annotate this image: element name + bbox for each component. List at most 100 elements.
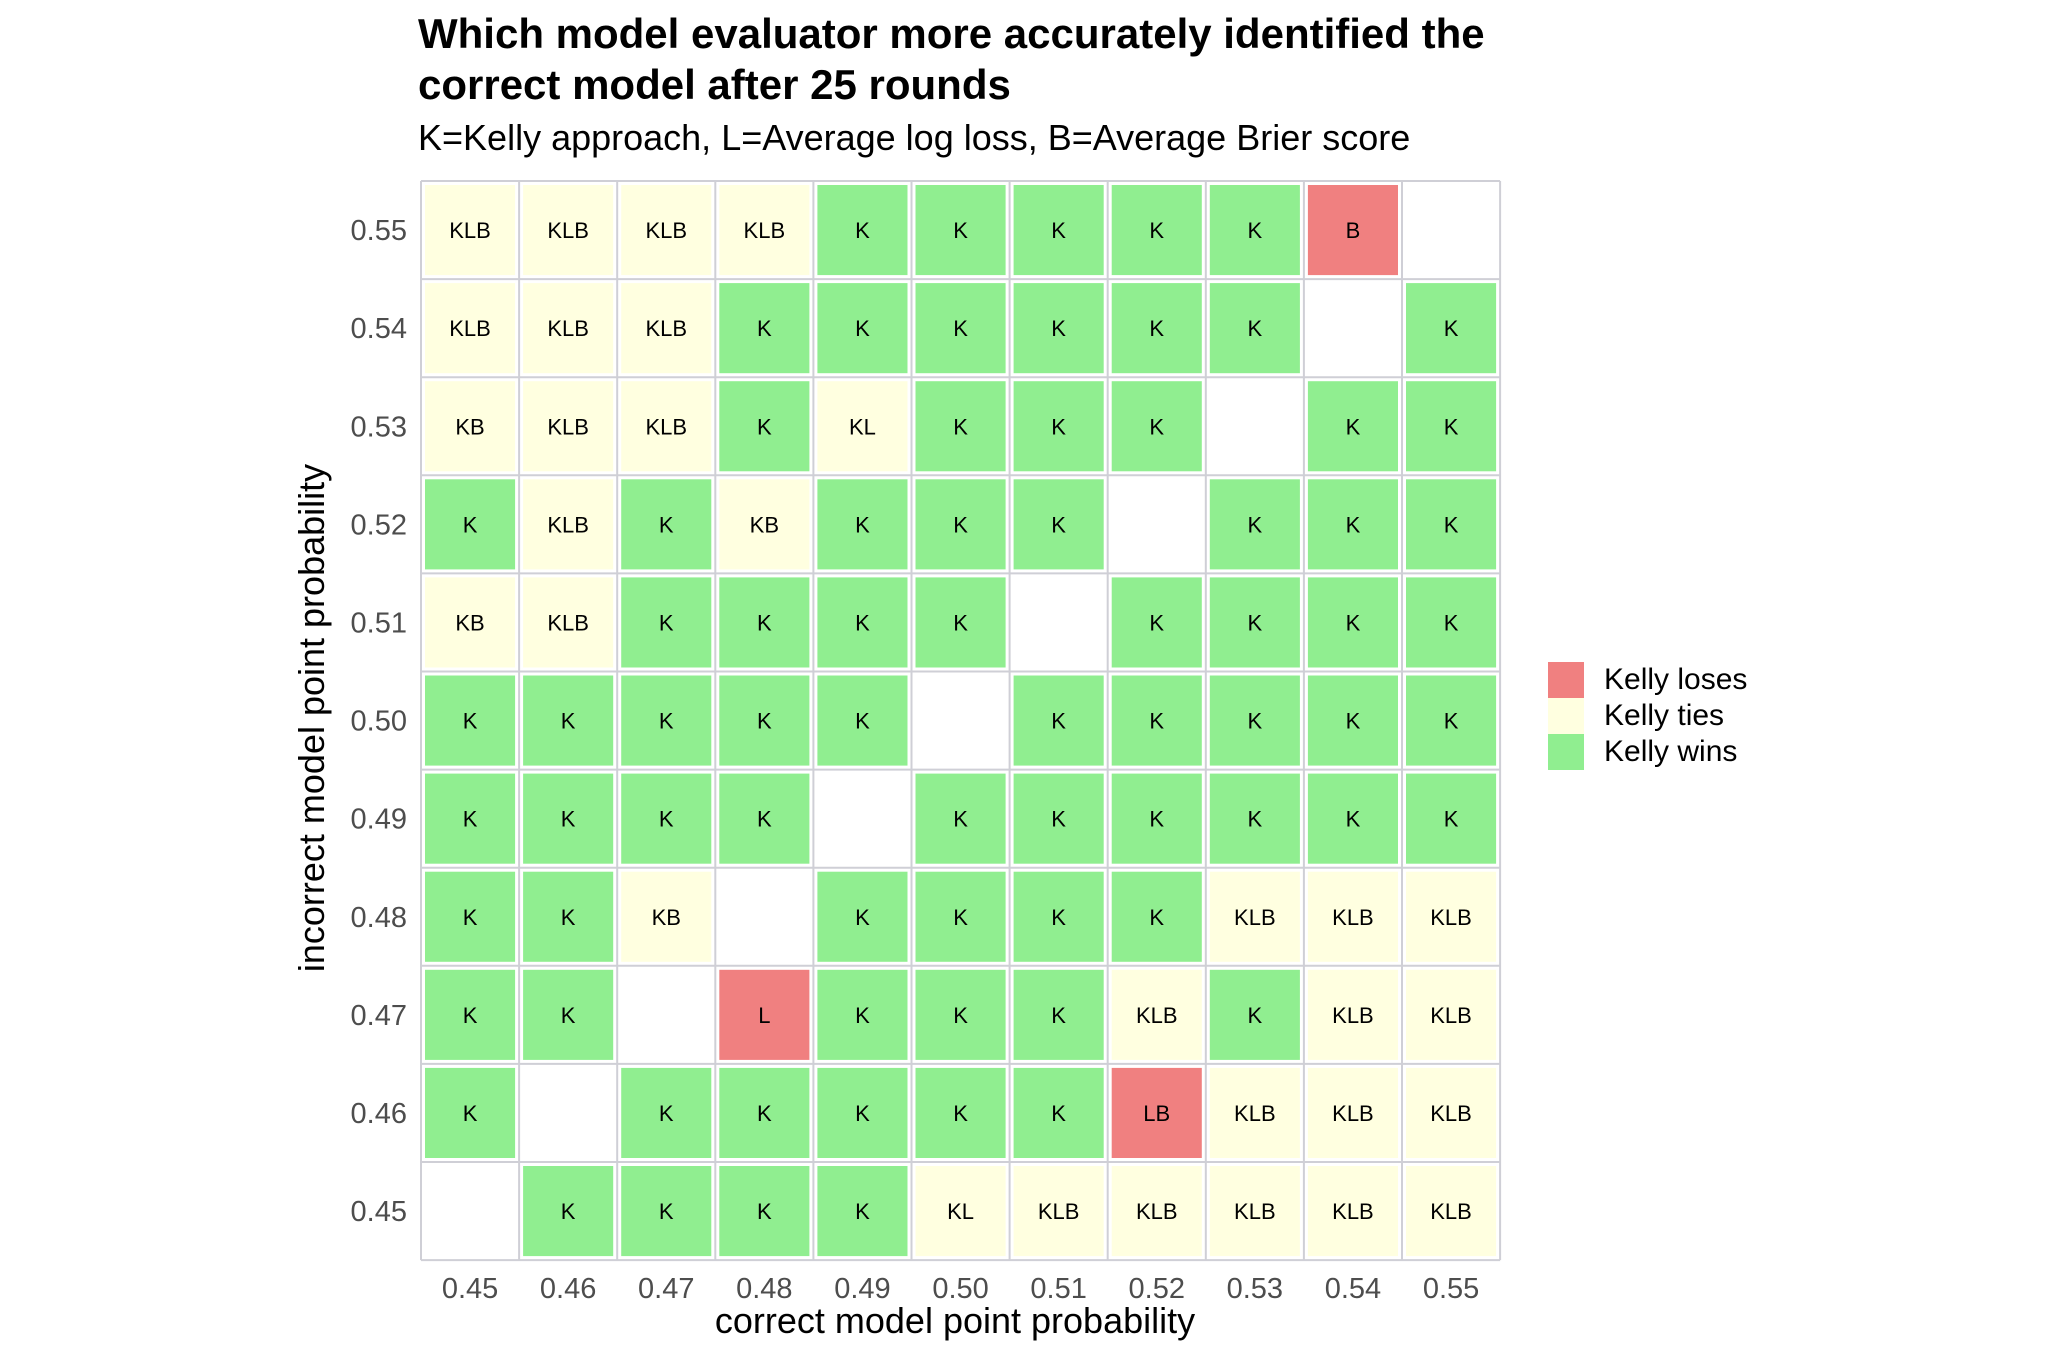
heatmap-cell [719,577,810,668]
heatmap-cell [1406,381,1497,472]
cell-label: K [463,807,478,832]
heatmap-cell [1111,283,1202,374]
heatmap-cell [1307,1166,1398,1257]
heatmap-cell [1013,283,1104,374]
cell-label: KLB [1430,1101,1472,1126]
cell-label: K [463,709,478,734]
cell-label: K [1444,414,1459,439]
heatmap-cell [915,969,1006,1060]
heatmap-cell [523,969,614,1060]
cell-label: K [561,709,576,734]
cell-label: K [953,905,968,930]
x-tick-label: 0.48 [736,1273,792,1305]
cell-label: K [463,1101,478,1126]
heatmap-cell [1209,283,1300,374]
y-tick-label: 0.48 [351,902,407,934]
grid-lines [420,180,1502,1262]
heatmap-cell [1013,969,1104,1060]
cell-label: K [1051,1101,1066,1126]
cell-label: K [1248,218,1263,243]
cell-label: K [561,807,576,832]
cell-label: K [1149,218,1164,243]
legend-label-kelly-loses: Kelly loses [1604,663,1748,696]
heatmap-cell [817,1067,908,1158]
heatmap-cell [621,479,712,570]
cell-label: KB [455,610,484,635]
cell-label: KLB [547,414,589,439]
heatmap-cell [817,381,908,472]
y-axis-title: incorrect model point probability [291,464,332,972]
cell-label: K [659,512,674,537]
cell-label: K [855,905,870,930]
heatmap-cell [915,871,1006,962]
cell-label: LB [1143,1101,1170,1126]
heatmap-cell [719,381,810,472]
cell-label: K [757,807,772,832]
y-tick-label: 0.52 [351,509,407,541]
heatmap-cell [523,871,614,962]
heatmap-cell [1406,773,1497,864]
cell-label: K [953,1003,968,1028]
legend-item-kelly-loses: Kelly loses [1548,662,1747,698]
heatmap-cell [1307,479,1398,570]
legend-item-kelly-wins: Kelly wins [1548,734,1747,770]
cell-label: K [659,807,674,832]
heatmap-cell [1307,185,1398,276]
cell-label: KB [750,512,779,537]
legend-key-kelly-ties [1548,698,1584,734]
cell-label: KLB [1430,1003,1472,1028]
heatmap-cell [719,479,810,570]
heatmap-cell [621,283,712,374]
cell-label: KLB [547,218,589,243]
heatmap-cell [915,381,1006,472]
heatmap-cell [621,381,712,472]
heatmap-cell [817,871,908,962]
cell-label: KLB [449,218,491,243]
heatmap-cell [719,185,810,276]
cell-label: K [1051,512,1066,537]
cell-label: KLB [547,610,589,635]
cell-label: K [953,316,968,341]
cell-label: KLB [1332,905,1374,930]
heatmap-cell [1209,1067,1300,1158]
cell-label: K [1444,512,1459,537]
cell-label: K [1444,316,1459,341]
heatmap-cell [817,577,908,668]
cell-label: K [1051,905,1066,930]
heatmap-cell [1013,773,1104,864]
cell-label: K [757,1101,772,1126]
cell-label: K [659,1199,674,1224]
heatmap-cell [425,185,516,276]
cell-label: K [659,610,674,635]
cell-label: K [757,709,772,734]
heatmap-cell [1013,1166,1104,1257]
heatmap-cell [1209,675,1300,766]
heatmap-cell [915,1067,1006,1158]
cell-label: KLB [1234,905,1276,930]
heatmap-cell [523,1166,614,1257]
heatmap-cell [621,773,712,864]
cell-label: K [1346,512,1361,537]
x-tick-label: 0.46 [540,1273,596,1305]
heatmap-cell [425,479,516,570]
cell-label: K [757,610,772,635]
cell-label: K [1051,218,1066,243]
heatmap-cell [425,773,516,864]
cell-label: K [1051,1003,1066,1028]
heatmap-cell [1209,577,1300,668]
cell-label: K [953,512,968,537]
heatmap-cell [1406,1166,1497,1257]
y-tick-label: 0.46 [351,1098,407,1130]
heatmap-cell [915,773,1006,864]
heatmap-cell [1013,479,1104,570]
heatmap-cell [719,969,810,1060]
cell-label: K [1149,610,1164,635]
heatmap-cell [719,1166,810,1257]
heatmap-cell [425,871,516,962]
y-tick-label: 0.51 [351,607,407,639]
cell-label: K [1149,905,1164,930]
cell-label: K [855,1003,870,1028]
cell-label: K [1051,414,1066,439]
heatmap-cell [1013,871,1104,962]
